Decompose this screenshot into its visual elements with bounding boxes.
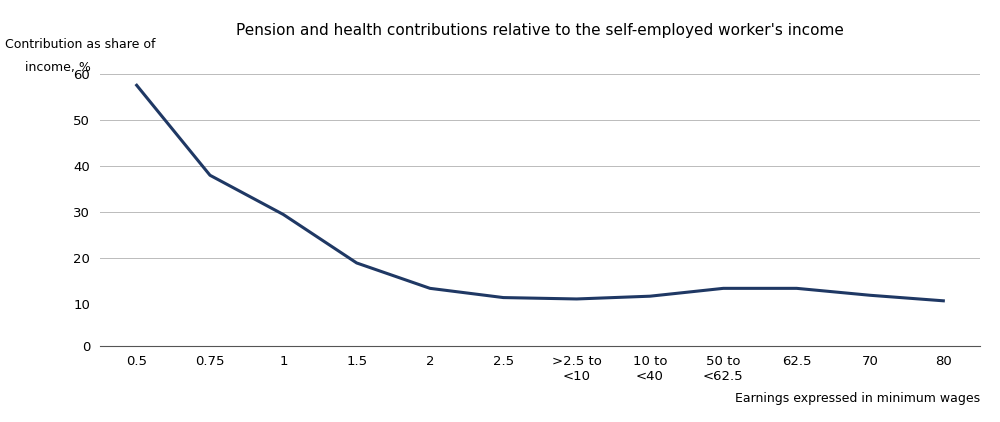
Text: Contribution as share of: Contribution as share of <box>5 38 156 51</box>
Text: Pension and health contributions relative to the self-employed worker's income: Pension and health contributions relativ… <box>236 23 844 38</box>
Text: Earnings expressed in minimum wages: Earnings expressed in minimum wages <box>735 392 980 405</box>
Text: income, %: income, % <box>25 61 91 74</box>
